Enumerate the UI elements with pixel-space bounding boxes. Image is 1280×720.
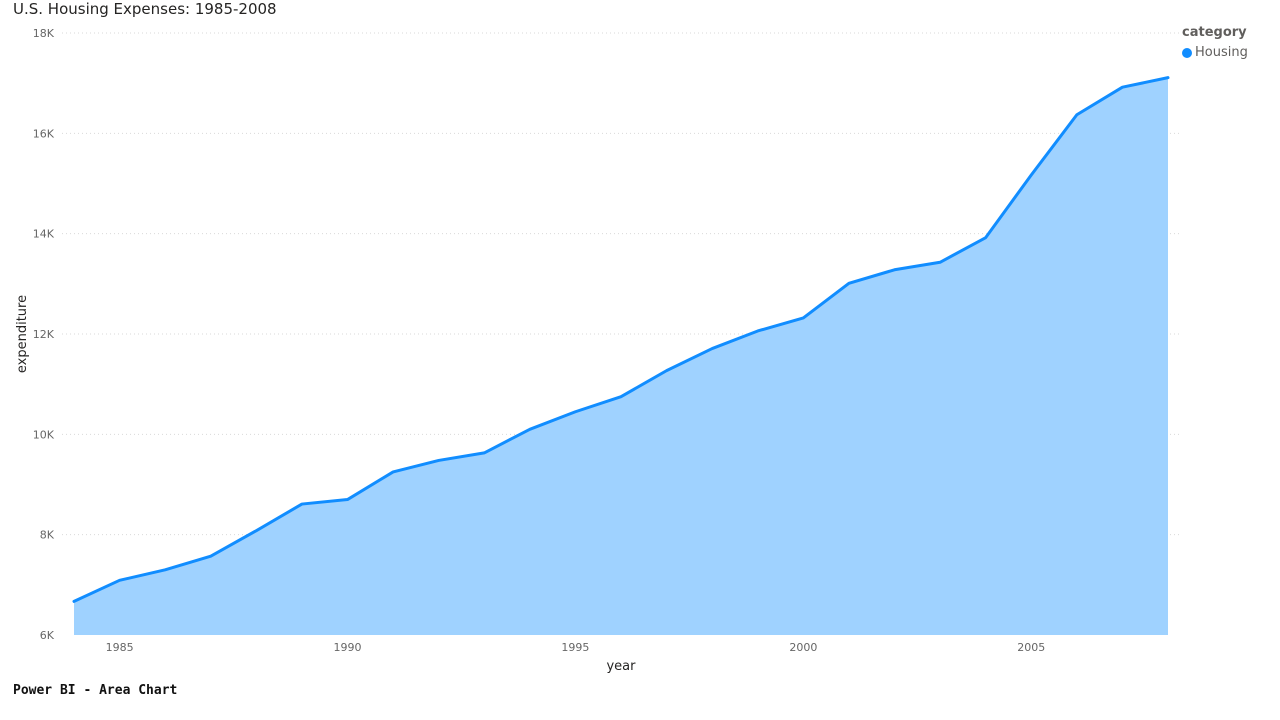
data-point: [756, 329, 760, 333]
data-point: [346, 498, 350, 502]
legend: category Housing: [1182, 25, 1248, 60]
y-axis-title: expenditure: [15, 295, 30, 373]
legend-label: Housing: [1195, 45, 1248, 60]
plot-area: [72, 76, 1170, 636]
data-point: [528, 427, 532, 431]
data-point: [391, 470, 395, 474]
data-point: [665, 369, 669, 373]
x-axis: 1985 1990 1995 2000 2005: [106, 641, 1046, 654]
data-point: [437, 458, 441, 462]
x-tick-label: 2005: [1017, 641, 1045, 654]
data-point: [619, 395, 623, 399]
x-tick-label: 1990: [334, 641, 362, 654]
data-point: [118, 578, 122, 582]
data-point: [1120, 85, 1124, 89]
y-tick-label: 16K: [33, 127, 55, 140]
y-tick-label: 6K: [40, 629, 55, 642]
data-point: [984, 236, 988, 240]
y-tick-label: 14K: [33, 228, 55, 241]
data-point: [163, 568, 167, 572]
footer-caption: Power BI - Area Chart: [13, 683, 178, 698]
data-point: [482, 451, 486, 455]
x-tick-label: 1995: [561, 641, 589, 654]
legend-item-housing[interactable]: Housing: [1182, 45, 1248, 60]
data-point: [573, 410, 577, 414]
y-tick-label: 10K: [33, 428, 55, 441]
data-point: [847, 281, 851, 285]
x-axis-title: year: [606, 659, 636, 674]
legend-marker-icon: [1182, 47, 1192, 58]
data-point: [1166, 76, 1170, 80]
y-axis: 6K 8K 10K 12K 14K 16K 18K: [33, 27, 55, 642]
data-point: [72, 599, 76, 603]
data-point: [1075, 113, 1079, 117]
legend-title: category: [1182, 25, 1247, 40]
series-line-housing: [72, 76, 1170, 603]
area-fill: [74, 77, 1168, 636]
x-tick-label: 1985: [106, 641, 134, 654]
y-tick-label: 8K: [40, 529, 55, 542]
data-point: [254, 529, 258, 533]
data-point: [938, 260, 942, 264]
y-tick-label: 18K: [33, 27, 55, 40]
data-point: [801, 316, 805, 320]
data-point: [209, 554, 213, 558]
data-point: [1029, 173, 1033, 177]
y-tick-label: 12K: [33, 328, 55, 341]
data-point: [710, 347, 714, 351]
data-point: [893, 268, 897, 272]
data-point: [300, 502, 304, 506]
chart-title: U.S. Housing Expenses: 1985-2008: [13, 0, 277, 18]
x-tick-label: 2000: [789, 641, 817, 654]
